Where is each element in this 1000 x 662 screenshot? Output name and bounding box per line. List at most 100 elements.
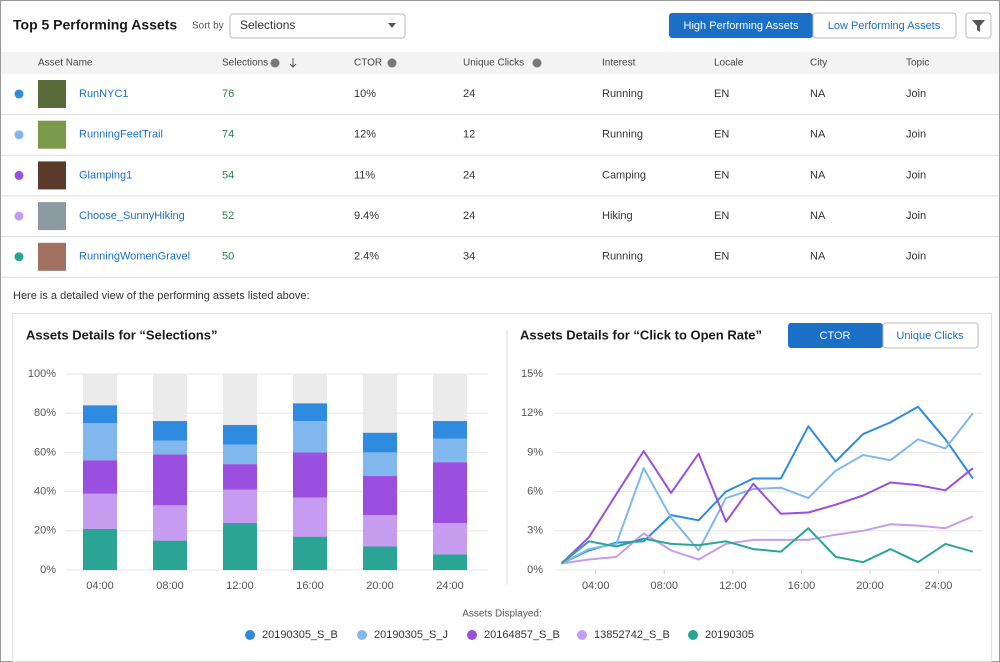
legend-swatch [688, 630, 698, 640]
line-series [561, 515, 974, 565]
x-tick-label: 12:00 [719, 580, 747, 592]
cell: NA [810, 210, 826, 222]
info-icon [387, 58, 397, 68]
cell: 34 [463, 251, 475, 263]
cell: NA [810, 251, 826, 263]
column-header: Asset Name [38, 58, 93, 69]
bar-segment [293, 497, 327, 537]
asset-link[interactable]: Glamping1 [79, 169, 132, 181]
bar-segment [83, 423, 117, 461]
cell: 24 [463, 169, 475, 181]
thumbnail [38, 161, 66, 190]
cell: 10% [354, 88, 376, 100]
y-tick-label: 20% [34, 525, 56, 537]
row-dot [14, 170, 24, 180]
bar-segment [153, 454, 187, 506]
cell: 12% [354, 129, 376, 141]
info-icon [532, 58, 542, 68]
bar-segment [153, 440, 187, 455]
bar-segment [153, 505, 187, 541]
y-tick-label: 100% [28, 368, 56, 380]
bar-segment [223, 464, 257, 490]
tab[interactable] [812, 12, 957, 39]
column-header: City [810, 58, 827, 69]
bar-segment [223, 522, 257, 570]
cell: 9.4% [354, 210, 379, 222]
asset-link[interactable]: RunningWomenGravel [79, 251, 190, 263]
line-series [560, 412, 974, 565]
sort-value: Selections [240, 18, 295, 32]
cell: 11% [354, 169, 375, 181]
bar-segment [433, 421, 467, 439]
y-tick-label: 80% [34, 407, 56, 419]
column-header: Topic [906, 58, 929, 69]
select-caret [388, 23, 396, 28]
legend-swatch [245, 630, 255, 640]
thumbnail [38, 80, 66, 108]
bar-segment [433, 522, 467, 555]
x-tick-label: 20:00 [856, 580, 884, 592]
asset-link[interactable]: Choose_SunnyHiking [79, 210, 185, 222]
sort-select[interactable] [229, 13, 406, 39]
bar-segment [433, 554, 467, 570]
cell: EN [714, 169, 729, 181]
x-tick-label: 04:00 [86, 580, 114, 592]
x-tick-label: 16:00 [296, 580, 324, 592]
thumbnail [38, 120, 66, 149]
bar-segment [293, 452, 327, 498]
cell: 12 [463, 129, 475, 141]
toggle[interactable] [882, 322, 979, 349]
y-tick-label: 0% [527, 564, 543, 576]
y-tick-label: 12% [521, 407, 543, 419]
cell: EN [714, 129, 729, 141]
column-header: Locale [714, 58, 744, 69]
cell: Running [602, 88, 643, 100]
tab-label: Low Performing Assets [828, 20, 941, 32]
legend-label: 20164857_S_B [484, 629, 560, 641]
toggle-active[interactable] [788, 323, 883, 348]
cell: 54 [222, 169, 234, 181]
intro-text: Here is a detailed view of the performin… [13, 290, 310, 302]
bar-segment [363, 475, 397, 516]
cell: 76 [222, 88, 234, 100]
thumbnail [38, 242, 66, 271]
x-tick-label: 12:00 [226, 580, 254, 592]
tab-label: High Performing Assets [684, 20, 799, 32]
cell: Join [906, 88, 926, 100]
sort-arrow [289, 58, 297, 68]
cell: Hiking [602, 210, 633, 222]
bar-segment [363, 432, 397, 453]
sort-label: Sort by [192, 21, 224, 32]
x-tick-label: 04:00 [582, 580, 610, 592]
bar-segment [83, 460, 117, 494]
y-tick-label: 3% [527, 525, 543, 537]
cell: Running [602, 251, 643, 263]
x-tick-label: 16:00 [788, 580, 816, 592]
filter-icon [972, 20, 985, 32]
column-header: Selections [222, 58, 268, 69]
legend-label: 20190305 [705, 629, 754, 641]
bar-segment [83, 405, 117, 423]
asset-link[interactable]: RunningFeetTrail [79, 129, 163, 141]
tab-active[interactable] [669, 13, 813, 38]
cell: 2.4% [354, 251, 379, 263]
legend-label: 20190305_S_J [374, 629, 448, 641]
row-dot [14, 252, 24, 262]
page-title: Top 5 Performing Assets [13, 17, 177, 33]
bar-segment [363, 546, 397, 570]
cell: EN [714, 88, 729, 100]
legend-swatch [577, 630, 587, 640]
y-tick-label: 15% [521, 368, 543, 380]
cell: 50 [222, 251, 234, 263]
bar-segment [433, 462, 467, 523]
cell: Camping [602, 169, 646, 181]
line-series [560, 450, 974, 565]
asset-link[interactable]: RunNYC1 [79, 88, 129, 100]
x-tick-label: 24:00 [925, 580, 953, 592]
bar-segment [83, 528, 117, 570]
cell: Join [906, 251, 926, 263]
y-tick-label: 40% [34, 486, 56, 498]
cell: NA [810, 169, 826, 181]
legend-swatch [357, 630, 367, 640]
